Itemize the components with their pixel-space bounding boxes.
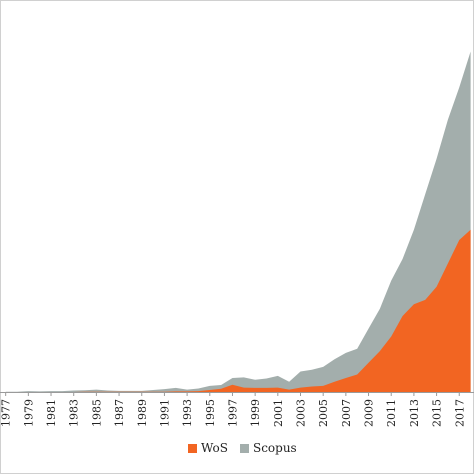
x-tick-label: 1997 <box>226 399 239 427</box>
area-wos <box>5 229 471 392</box>
x-tick-label: 1999 <box>249 399 262 427</box>
legend-swatch-scopus <box>239 443 249 453</box>
x-tick-label: 2007 <box>340 399 353 427</box>
legend-label-scopus: Scopus <box>252 441 297 455</box>
x-tick-label: 1979 <box>22 399 35 427</box>
x-tick-label: 1987 <box>113 399 126 427</box>
x-tick-label: 1993 <box>181 399 194 427</box>
x-tick-label: 2017 <box>453 399 466 427</box>
x-tick-label: 1995 <box>204 399 217 427</box>
x-tick-label: 2009 <box>363 399 376 427</box>
x-tick-label: 1983 <box>68 399 81 427</box>
x-tick-label: 1977 <box>0 399 13 427</box>
series-areas <box>5 51 471 393</box>
legend-item-scopus: Scopus <box>239 441 297 455</box>
x-tick-label: 2015 <box>431 399 444 427</box>
x-tick-label: 2001 <box>272 399 285 427</box>
x-tick-label: 1981 <box>45 399 58 427</box>
legend: WoS Scopus <box>188 441 309 455</box>
x-tick-label: 1985 <box>90 399 103 427</box>
x-tick-label: 2003 <box>295 399 308 427</box>
x-tick-label: 2011 <box>385 399 398 427</box>
x-tick-label: 1991 <box>158 399 171 427</box>
legend-swatch-wos <box>188 443 197 453</box>
x-tick-label: 2005 <box>317 399 330 427</box>
legend-item-wos: WoS <box>188 441 228 455</box>
x-tick-label: 1989 <box>136 399 149 427</box>
x-axis-ticks: 1977 1979 1981 1983 1985 1987 1989 1991 1993 1995… <box>0 392 466 427</box>
legend-label-wos: WoS <box>201 441 228 455</box>
x-tick-label: 2013 <box>408 399 421 427</box>
